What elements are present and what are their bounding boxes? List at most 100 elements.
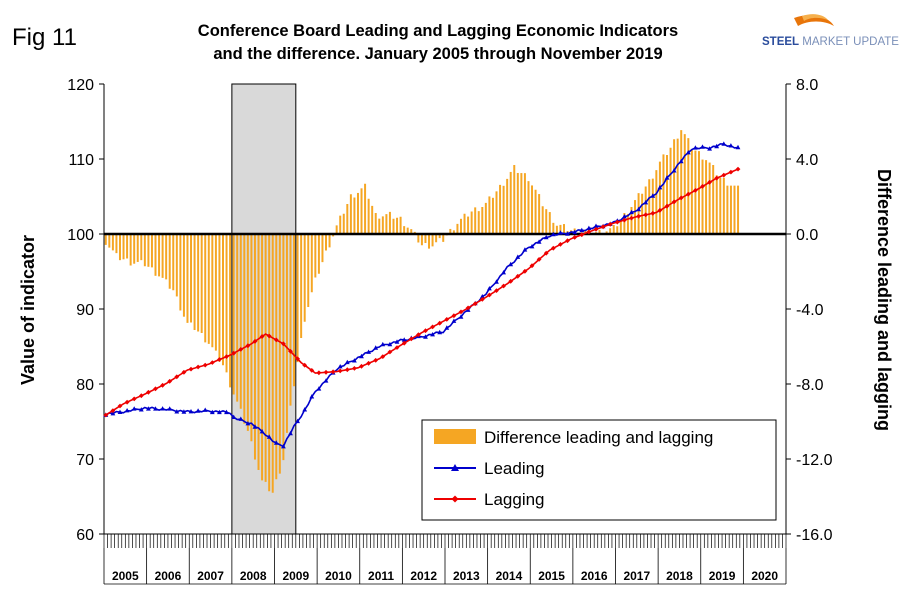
difference-bar — [349, 194, 352, 234]
left-axis-title: Value of indicator — [18, 235, 38, 385]
x-year-label: 2019 — [709, 569, 736, 583]
difference-bar — [378, 218, 381, 235]
x-year-label: 2006 — [155, 569, 182, 583]
lagging-point — [188, 366, 194, 372]
left-tick-label: 100 — [67, 227, 94, 244]
difference-bar — [296, 234, 299, 363]
difference-bar — [353, 197, 356, 234]
difference-bar — [126, 234, 129, 259]
difference-bar — [563, 224, 565, 234]
difference-bar — [122, 234, 125, 260]
lagging-point — [543, 250, 549, 256]
leading-point — [273, 440, 279, 445]
lagging-point — [245, 343, 251, 349]
difference-bar — [396, 217, 399, 234]
leading-point — [451, 318, 457, 323]
difference-bar — [328, 234, 331, 248]
legend: Difference leading and lagging Leading L… — [421, 419, 777, 521]
lagging-point — [614, 219, 620, 225]
difference-bar — [172, 234, 175, 291]
difference-bar — [520, 173, 523, 234]
difference-bar — [687, 138, 690, 235]
difference-bar — [484, 202, 487, 235]
difference-bar — [666, 155, 668, 234]
lagging-point — [707, 179, 712, 185]
difference-bar — [552, 222, 555, 234]
difference-bar — [257, 234, 260, 470]
lagging-point — [430, 324, 435, 330]
lagging-point — [138, 393, 144, 399]
difference-bar — [360, 188, 363, 234]
lagging-point — [167, 378, 173, 384]
leading-point — [550, 231, 556, 237]
lagging-point — [600, 224, 606, 230]
lagging-point — [416, 332, 421, 338]
leading-point — [195, 408, 201, 413]
difference-bar — [218, 234, 221, 362]
right-axis-ticks: -16.0 -12.0 -8.0 -4.0 0.0 4.0 8.0 — [796, 77, 833, 544]
lagging-point — [160, 382, 165, 388]
difference-bar — [509, 171, 512, 234]
right-tick-label: 0.0 — [796, 227, 818, 244]
lagging-point — [359, 363, 364, 369]
difference-bar — [438, 234, 441, 239]
difference-bar — [662, 154, 665, 235]
lagging-point — [536, 257, 542, 262]
difference-bar — [531, 185, 534, 234]
lagging-point — [366, 360, 371, 366]
leading-point — [693, 145, 698, 150]
leading-point — [344, 359, 350, 365]
difference-bar — [289, 234, 292, 406]
leading-point — [259, 429, 265, 434]
difference-bar — [282, 234, 285, 461]
lagging-point — [195, 364, 201, 370]
lagging-point — [693, 188, 698, 193]
right-tick-label: 4.0 — [796, 152, 818, 169]
difference-bar — [108, 234, 111, 248]
lagging-point — [501, 283, 506, 289]
difference-bar — [364, 183, 367, 234]
difference-bar — [310, 234, 313, 293]
logo-swoosh-icon — [794, 14, 834, 26]
difference-bar — [495, 191, 498, 234]
difference-bar — [115, 234, 118, 254]
difference-bar — [200, 234, 203, 333]
lagging-point — [678, 195, 684, 201]
difference-bar — [140, 234, 143, 261]
lagging-point — [685, 191, 691, 197]
leading-point — [337, 364, 343, 369]
difference-bar — [527, 181, 530, 235]
x-year-label: 2013 — [453, 569, 480, 583]
difference-bar — [339, 215, 342, 235]
difference-bar — [136, 234, 139, 262]
lagging-point — [209, 360, 215, 365]
leading-point — [167, 406, 173, 411]
lagging-point — [295, 356, 300, 362]
difference-bar — [246, 234, 249, 431]
shaded-region — [231, 83, 297, 535]
lagging-point — [231, 350, 237, 356]
difference-bar — [388, 211, 391, 235]
difference-bar — [467, 216, 470, 234]
difference-bar — [499, 184, 502, 235]
leading-point — [735, 144, 741, 150]
right-tick-label: -16.0 — [796, 527, 833, 544]
left-tick-label: 60 — [76, 527, 94, 544]
lagging-point — [224, 354, 229, 359]
leading-point — [138, 407, 144, 412]
legend-marker-lagging — [451, 495, 459, 503]
difference-bar — [452, 230, 455, 234]
leading-point — [515, 254, 521, 259]
difference-bar — [222, 234, 224, 366]
difference-bar — [548, 212, 551, 234]
difference-bar — [619, 219, 622, 235]
lagging-point — [288, 348, 293, 354]
lagging-point — [487, 292, 492, 298]
legend-label-leading: Leading — [484, 459, 545, 478]
logo-text: STEEL MARKET UPDATE — [762, 36, 899, 48]
leading-line — [105, 143, 739, 448]
difference-bar — [303, 234, 306, 322]
lagging-point — [110, 408, 116, 413]
leading-point — [423, 334, 428, 339]
lagging-point — [131, 396, 137, 402]
